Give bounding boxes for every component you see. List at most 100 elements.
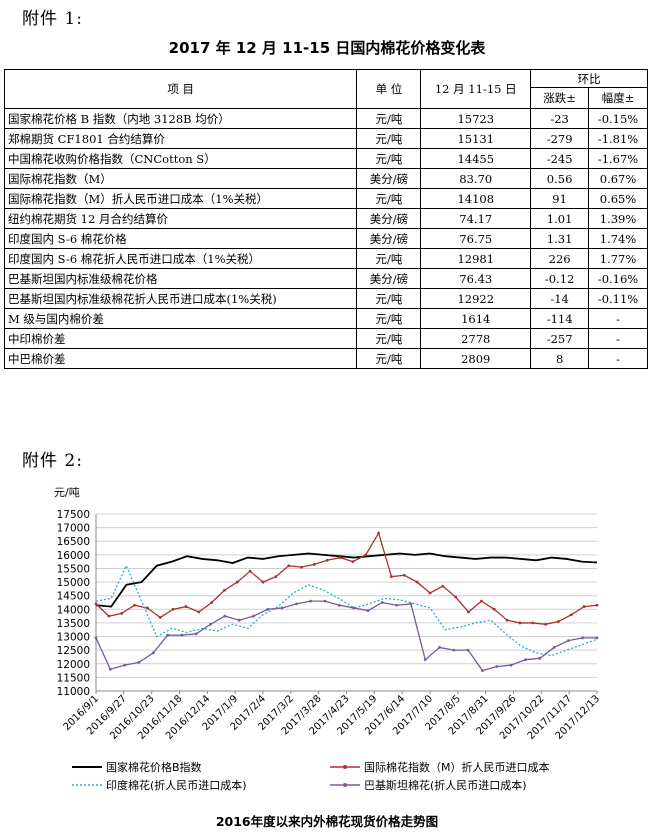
data-point — [108, 667, 112, 671]
data-point — [380, 601, 384, 604]
y-axis-label: 元/吨 — [54, 486, 80, 499]
table-row: 纽约棉花期货 12 月合约结算价 美分/磅 74.17 1.01 1.39% — [3, 208, 648, 229]
y-tick-label: 16000 — [57, 550, 90, 562]
chart-title: 2016年度以来内外棉花现货价格走势图 — [215, 814, 439, 829]
data-point — [538, 656, 542, 660]
data-point — [566, 639, 570, 643]
row-pct: -0.15% — [588, 108, 648, 129]
annex-1-label: 附件 1: — [22, 9, 83, 29]
data-point — [248, 569, 252, 573]
row-name: 印度国内 S-6 棉花折人民币进口成本（1%关税） — [3, 248, 358, 269]
row-value: 12981 — [420, 248, 532, 269]
row-value: 14108 — [420, 188, 532, 209]
row-unit: 元/吨 — [356, 148, 422, 169]
y-tick-label: 15000 — [57, 577, 90, 589]
legend-label: 国家棉花价格B指数 — [106, 760, 202, 774]
y-tick-label: 17000 — [57, 523, 90, 535]
y-tick-label: 13000 — [57, 632, 90, 644]
legend-marker — [343, 765, 347, 769]
table-row: 印度国内 S-6 棉花折人民币进口成本（1%关税） 元/吨 12981 226 1.77… — [3, 248, 648, 269]
row-unit: 美分/磅 — [356, 168, 422, 189]
data-point — [309, 599, 313, 603]
data-point — [569, 613, 573, 617]
row-change: -257 — [530, 328, 590, 349]
data-point — [295, 602, 298, 606]
data-point — [145, 606, 149, 610]
data-point — [509, 663, 513, 667]
data-point — [409, 602, 413, 606]
row-unit: 美分/磅 — [356, 228, 422, 249]
table-row: 中巴棉价差 元/吨 2809 8- — [3, 348, 648, 369]
row-change: -23 — [530, 108, 590, 129]
y-tick-label: 13500 — [57, 618, 90, 630]
row-unit: 元/吨 — [356, 308, 422, 329]
data-point — [438, 646, 441, 649]
row-change: -279 — [530, 128, 590, 149]
legend-label: 国际棉花指数（M）折人民币进口成本 — [364, 760, 550, 774]
data-point — [377, 531, 381, 535]
legend-marker — [343, 783, 347, 787]
data-point — [479, 599, 483, 603]
row-pct: - — [588, 308, 648, 329]
data-point — [505, 618, 509, 622]
data-point — [325, 558, 329, 562]
data-point — [467, 610, 470, 614]
data-point — [552, 646, 556, 649]
y-tick-label: 12000 — [57, 659, 90, 671]
row-pct: -1.81% — [588, 128, 648, 149]
row-change: 1.01 — [530, 208, 590, 229]
data-point — [252, 614, 255, 618]
data-point — [151, 651, 155, 655]
header-unit: 单 位 — [356, 69, 422, 109]
data-point — [235, 580, 239, 584]
table-row: 郑棉期货 CF1801 合约结算价 元/吨 15131 -279 -1.81% — [3, 128, 648, 149]
y-tick-label: 14000 — [57, 604, 90, 616]
row-name: 印度国内 S-6 棉花价格 — [3, 228, 358, 249]
data-point — [466, 648, 470, 652]
row-value: 15131 — [420, 128, 532, 149]
row-value: 2809 — [420, 348, 532, 369]
data-point — [518, 621, 522, 625]
data-point — [366, 609, 370, 613]
data-point — [209, 622, 212, 626]
row-pct: 1.74% — [588, 228, 648, 249]
row-pct: 0.65% — [588, 188, 648, 209]
table-row: 国家棉花价格 B 指数（内地 3128B 均价） 元/吨 15723 -23 -0.15… — [3, 108, 648, 129]
data-point — [171, 607, 175, 611]
row-unit: 元/吨 — [356, 128, 422, 149]
row-change: 226 — [530, 248, 590, 269]
row-unit: 美分/磅 — [356, 268, 422, 289]
row-change: 8 — [530, 348, 590, 369]
row-name: 中印棉价差 — [3, 328, 358, 349]
y-tick-label: 11500 — [57, 672, 90, 684]
table-row: 印度国内 S-6 棉花价格 美分/磅 76.75 1.31 1.74% — [3, 228, 648, 249]
header-period: 12 月 11-15 日 — [420, 69, 532, 109]
row-name: 中国棉花收购价格指数（CNCotton S） — [3, 148, 358, 169]
data-point — [454, 595, 458, 599]
row-unit: 元/吨 — [356, 328, 422, 349]
row-unit: 元/吨 — [356, 248, 422, 269]
y-tick-label: 16500 — [57, 536, 90, 548]
data-point — [452, 648, 456, 652]
table-row: 国际棉花指数（M） 美分/磅 83.70 0.56 0.67% — [3, 168, 648, 189]
data-point — [274, 575, 278, 579]
row-value: 14455 — [420, 148, 532, 169]
data-point — [557, 620, 560, 623]
legend-label: 印度棉花(折人民币进口成本) — [106, 778, 247, 792]
data-point — [582, 605, 586, 608]
row-unit: 元/吨 — [356, 348, 422, 369]
row-name: 中巴棉价差 — [3, 348, 358, 369]
data-point — [481, 669, 484, 672]
row-change: -114 — [530, 308, 590, 329]
data-point — [415, 580, 419, 584]
row-name: 纽约棉花期货 12 月合约结算价 — [3, 208, 358, 229]
row-value: 15723 — [420, 108, 532, 129]
header-compare: 环比 — [530, 68, 648, 89]
price-table: 项 目 单 位 12 月 11-15 日 环比 涨跌± 幅度± 国家棉花价格 B… — [3, 68, 648, 369]
data-point — [364, 553, 368, 557]
data-point — [395, 603, 398, 607]
row-pct: -1.67% — [588, 148, 648, 169]
data-point — [158, 616, 162, 619]
row-change: 1.31 — [530, 228, 590, 249]
